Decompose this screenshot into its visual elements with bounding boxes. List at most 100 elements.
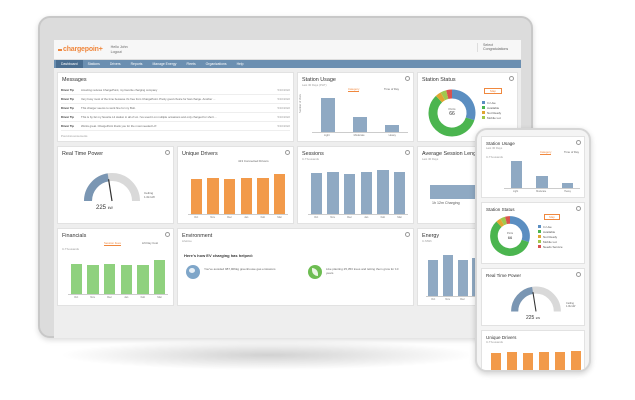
info-icon[interactable] [405,150,410,155]
post-announcements-link[interactable]: Post Announcements [61,134,88,138]
info-icon[interactable] [165,232,170,237]
org-select[interactable]: Select Congratulations [477,43,515,52]
tick-label: Oct [314,216,319,219]
message-row[interactable]: Driver Tip Amazing reviews ChargePoint, m… [61,86,290,95]
donut-slice[interactable] [435,92,446,103]
donut-slice[interactable] [428,95,475,137]
donut-slice[interactable] [509,216,530,243]
chart-bar[interactable] [207,177,219,214]
phone-drivers-subtitle: In Thousands [486,340,503,344]
logout-link[interactable]: Logout [110,49,122,54]
tick-label: Jan [364,216,369,219]
nav-manage-energy[interactable]: Manage Energy [152,62,177,66]
chart-bar[interactable] [507,352,517,370]
phone-donut-label: Ports [506,232,514,235]
chart-bar[interactable] [360,171,373,214]
nav-stations[interactable]: Stations [87,62,100,66]
chart-bar[interactable] [377,170,389,214]
tick-label: Mar [397,216,402,219]
donut-slice[interactable] [505,216,511,225]
tab-lift-day-cost[interactable]: Lift Day Cost [142,241,159,245]
messages-card: Messages Driver Tip Amazing reviews Charg… [57,72,294,142]
map-button[interactable]: Map [484,88,502,94]
tab-time-of-day[interactable]: Time of Day [384,87,399,91]
tab-session-fees[interactable]: Session Fees [104,241,121,246]
energy-title: Energy [422,233,440,239]
chart-bar[interactable] [384,125,400,132]
legend-item: In Use [538,224,563,229]
info-icon[interactable] [405,76,410,81]
info-icon[interactable] [405,232,410,237]
chart-bar[interactable] [70,264,83,294]
phone-tab-time-of-day[interactable]: Time of Day [564,150,579,154]
chart-bar[interactable] [103,264,116,294]
chart-bar[interactable] [87,265,99,294]
chart-bar[interactable] [190,178,203,214]
nav-drivers[interactable]: Drivers [109,62,121,66]
info-icon[interactable] [285,150,290,155]
sessions-axis: Oct Nov Dec Jan Feb Mar [308,216,408,219]
chart-bar[interactable] [442,254,454,296]
chart-bar[interactable] [153,260,166,294]
chart-bar[interactable] [555,352,565,370]
tick-label: Oct [74,296,79,299]
power-gauge [84,173,140,202]
chart-bar[interactable] [137,265,149,294]
legend-label: In Use [487,100,496,105]
nav-dashboard[interactable]: Dashboard [56,60,83,68]
info-icon[interactable] [576,272,581,277]
chart-bar[interactable] [257,177,269,214]
legend-item: Mobile Lot [538,239,563,244]
chart-bar[interactable] [240,177,253,214]
chart-bar[interactable] [428,260,439,296]
info-icon[interactable] [509,76,514,81]
message-row[interactable]: Driver Tip This charger seems to work fin… [61,104,290,113]
donut-slice[interactable] [500,216,508,226]
legend-label: Mobile Lot [543,239,557,244]
chart-bar[interactable] [310,172,323,214]
chart-bar[interactable] [273,174,286,214]
chart-bar[interactable] [491,353,501,370]
chart-bar[interactable] [561,182,574,188]
chart-bar[interactable] [393,171,406,214]
chart-bar[interactable] [320,98,336,132]
info-icon[interactable] [576,206,581,211]
message-row[interactable]: Driver Tip This is by far my favorite L2 … [61,113,290,122]
chart-bar[interactable] [343,173,356,214]
chart-bar[interactable] [457,260,468,296]
phone-map-button[interactable]: Map [544,214,560,220]
chart-bar[interactable] [510,161,523,188]
chart-bar[interactable] [223,178,236,214]
chart-bar[interactable] [539,352,549,370]
chart-bar[interactable] [523,353,533,370]
nav-help[interactable]: Help [236,62,244,66]
user-menu[interactable]: Hello John Logout [111,45,128,54]
chart-bar[interactable] [536,176,548,188]
message-row[interactable]: Driver Tip Very busy most of the time bec… [61,95,290,104]
donut-slice[interactable] [496,218,505,228]
chart-bar[interactable] [120,265,133,294]
donut-slice[interactable] [446,89,453,99]
chargepoint-logo[interactable]: chargepoin+ [58,46,103,53]
ceiling-value: 1.0k kW [144,195,155,199]
donut-slice[interactable] [490,221,529,256]
info-icon[interactable] [165,150,170,155]
donut-slice[interactable] [440,90,449,101]
station-usage-card: Station Usage Last 30 Days (PHT) Categor… [297,72,414,142]
chart-bar[interactable] [571,350,581,370]
phone-tab-category[interactable]: Category [540,150,552,155]
info-icon[interactable] [576,140,581,145]
nav-reports[interactable]: Reports [130,62,143,66]
message-date: 5/16/2022 [277,124,290,128]
tick-label: Feb [140,296,146,299]
donut-slice[interactable] [451,89,476,121]
chart-bar[interactable] [327,171,339,214]
station-usage-axis: Light Moderate Heavy [312,134,408,137]
main-nav: Dashboard Stations Drivers Reports Manag… [54,60,521,68]
nav-organizations[interactable]: Organizations [205,62,227,66]
message-row[interactable]: Driver Tip Works great. ChargePoint thank… [61,122,290,131]
tab-category[interactable]: Category [348,87,360,92]
chart-bar[interactable] [352,117,368,132]
nav-fleets[interactable]: Fleets [186,62,196,66]
energy-subtitle: In MWh [422,239,432,243]
